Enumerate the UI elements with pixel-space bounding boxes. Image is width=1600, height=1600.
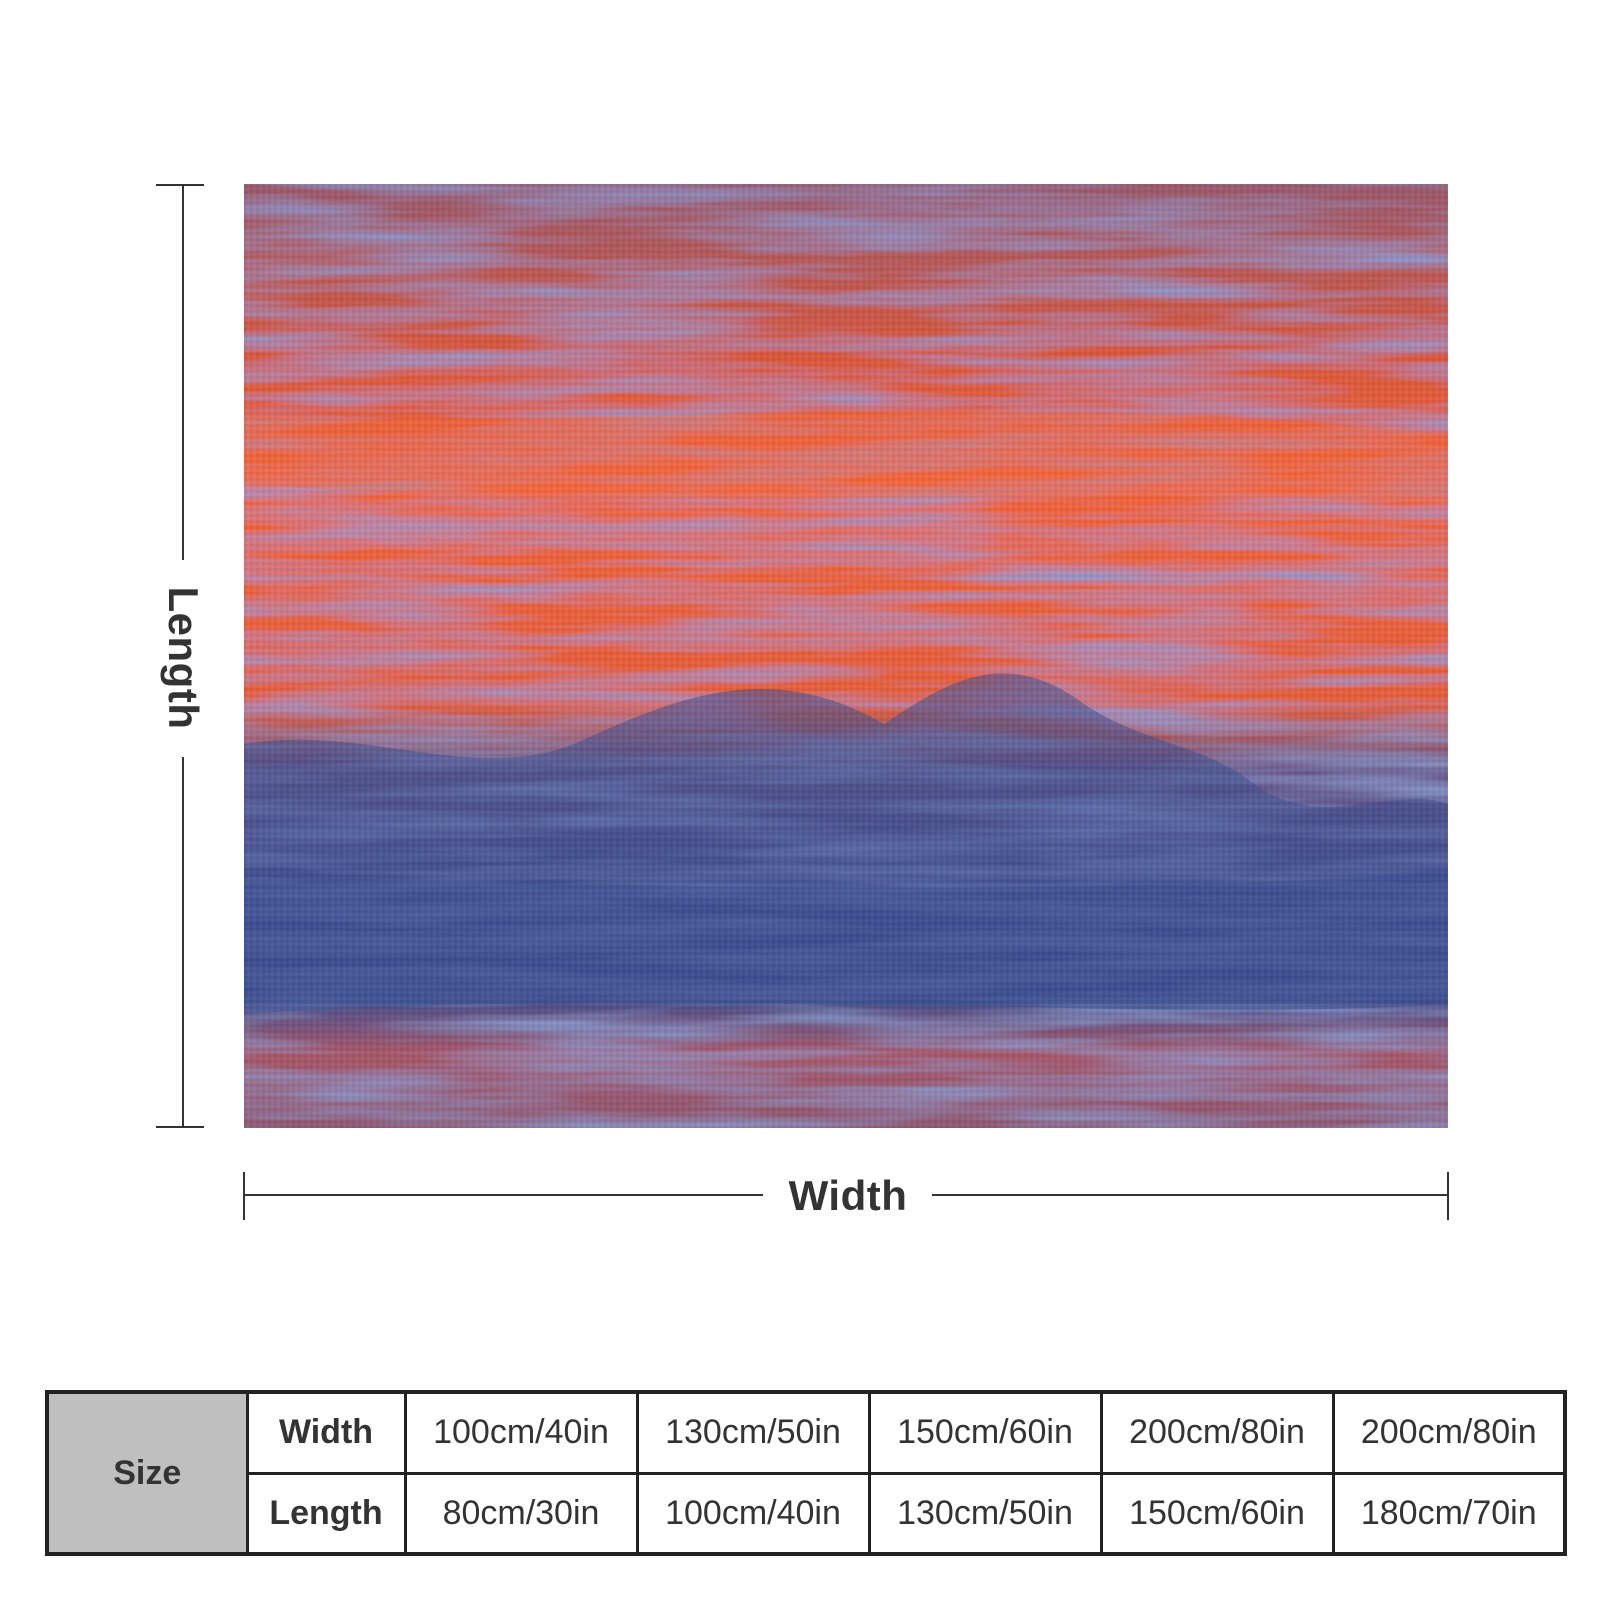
- width-value-cell: 200cm/80in: [1099, 1390, 1335, 1475]
- width-value-cell: 200cm/80in: [1331, 1390, 1567, 1475]
- length-value-cell: 150cm/60in: [1099, 1471, 1335, 1556]
- length-value-cell: 130cm/50in: [867, 1471, 1103, 1556]
- length-value-cell: 180cm/70in: [1331, 1471, 1567, 1556]
- width-value-cell: 100cm/40in: [403, 1390, 639, 1475]
- width-value-cell: 150cm/60in: [867, 1390, 1103, 1475]
- table-row-width: Size Width 100cm/40in 130cm/50in 150cm/6…: [45, 1390, 1567, 1556]
- width-dimension-right-tick: [1447, 1172, 1449, 1220]
- length-dimension-line-upper: [182, 185, 184, 560]
- length-value-cell: 80cm/30in: [403, 1471, 639, 1556]
- blanket-artwork-image: [244, 184, 1448, 1128]
- length-value-cell: 100cm/40in: [635, 1471, 871, 1556]
- width-dimension-left-tick: [243, 1172, 245, 1220]
- row-label-width: Width: [245, 1390, 407, 1475]
- size-title-cell: Size: [45, 1390, 249, 1556]
- width-dimension-label: Width: [788, 1172, 908, 1219]
- length-dimension-top-tick: [156, 184, 204, 186]
- width-value-cell: 130cm/50in: [635, 1390, 871, 1475]
- size-chart-table: Size Width 100cm/40in 130cm/50in 150cm/6…: [45, 1390, 1567, 1556]
- width-dimension-line-right: [932, 1194, 1448, 1196]
- row-label-length: Length: [245, 1471, 407, 1556]
- width-dimension-line-left: [245, 1194, 763, 1196]
- length-dimension-line-lower: [182, 757, 184, 1127]
- length-dimension-bottom-tick: [156, 1126, 204, 1128]
- table-row-length: Length 80cm/30in 100cm/40in 130cm/50in 1…: [47, 1471, 1567, 1556]
- length-dimension-label: Length: [160, 586, 207, 730]
